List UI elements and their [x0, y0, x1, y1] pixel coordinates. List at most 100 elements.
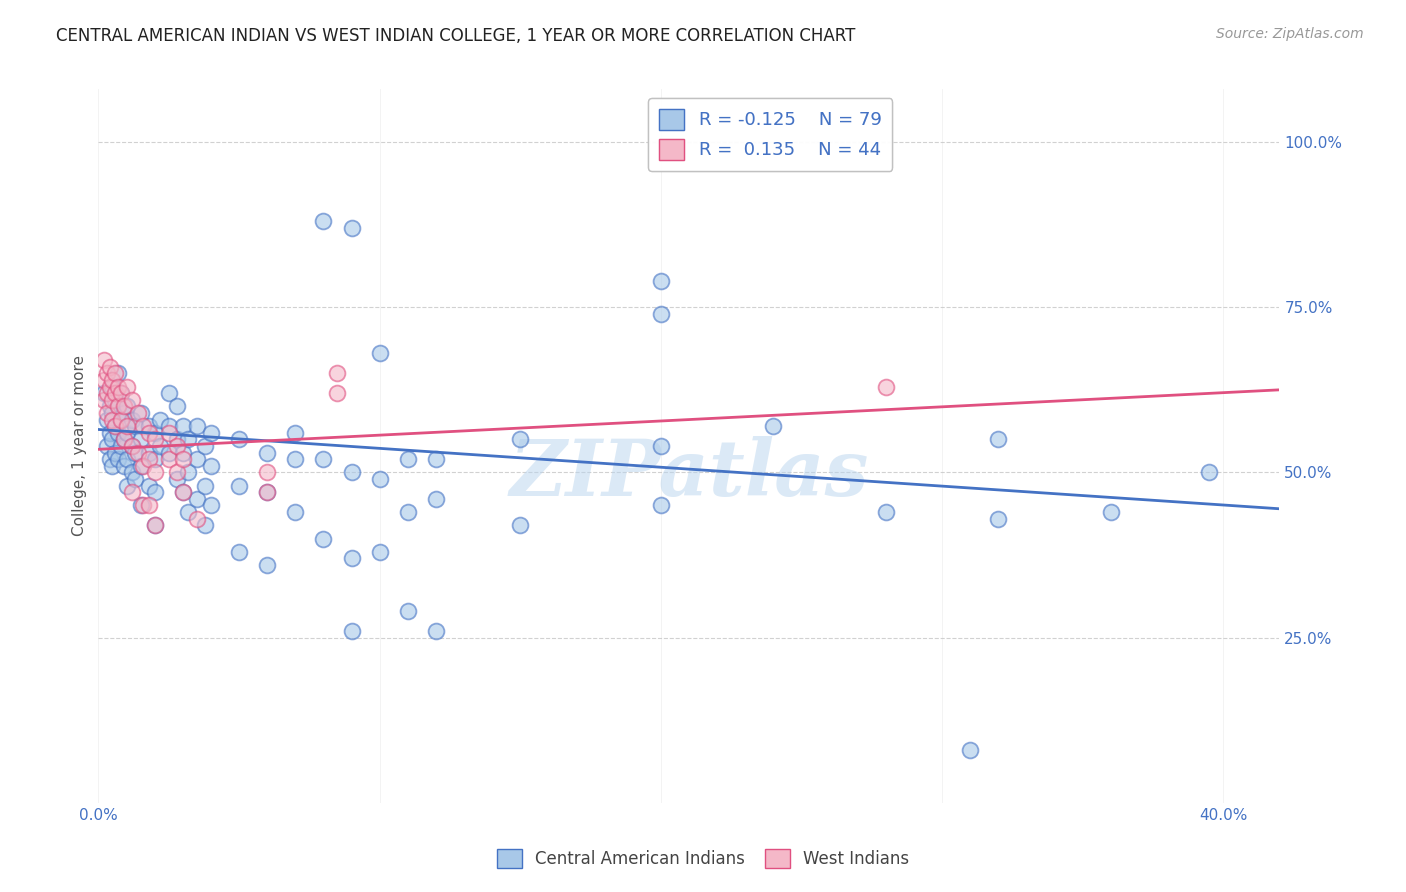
Point: [104, 419, 127, 434]
Point: [194, 439, 217, 453]
Point: [959, 743, 981, 757]
Point: [200, 425, 222, 440]
Point: [1198, 466, 1220, 480]
Point: [284, 452, 307, 467]
Legend: R = -0.125    N = 79, R =  0.135    N = 44: R = -0.125 N = 79, R = 0.135 N = 44: [648, 98, 893, 170]
Point: [166, 400, 188, 414]
Point: [177, 505, 200, 519]
Point: [228, 478, 250, 492]
Point: [93, 386, 115, 401]
Point: [312, 532, 335, 546]
Point: [875, 505, 897, 519]
Legend: Central American Indians, West Indians: Central American Indians, West Indians: [491, 842, 915, 875]
Point: [132, 499, 155, 513]
Point: [256, 466, 278, 480]
Point: [104, 445, 127, 459]
Point: [96, 439, 118, 453]
Point: [172, 485, 194, 500]
Point: [96, 386, 118, 401]
Point: [98, 452, 121, 467]
Point: [121, 439, 143, 453]
Point: [138, 419, 160, 434]
Point: [143, 433, 166, 447]
Point: [650, 439, 672, 453]
Point: [110, 386, 132, 401]
Point: [143, 518, 166, 533]
Point: [172, 485, 194, 500]
Point: [425, 624, 447, 638]
Point: [98, 425, 121, 440]
Point: [129, 458, 152, 473]
Point: [650, 499, 672, 513]
Point: [138, 452, 160, 467]
Point: [368, 346, 391, 360]
Point: [110, 412, 132, 426]
Point: [98, 359, 121, 374]
Point: [107, 379, 129, 393]
Point: [166, 439, 188, 453]
Point: [101, 458, 124, 473]
Point: [186, 452, 208, 467]
Point: [166, 472, 188, 486]
Point: [104, 367, 127, 381]
Point: [368, 472, 391, 486]
Point: [93, 373, 115, 387]
Point: [177, 433, 200, 447]
Point: [284, 505, 307, 519]
Point: [96, 367, 118, 381]
Point: [110, 386, 132, 401]
Point: [368, 545, 391, 559]
Point: [129, 433, 152, 447]
Point: [256, 558, 278, 572]
Point: [149, 412, 172, 426]
Point: [425, 452, 447, 467]
Point: [115, 379, 138, 393]
Point: [104, 392, 127, 407]
Text: CENTRAL AMERICAN INDIAN VS WEST INDIAN COLLEGE, 1 YEAR OR MORE CORRELATION CHART: CENTRAL AMERICAN INDIAN VS WEST INDIAN C…: [56, 27, 856, 45]
Point: [509, 433, 531, 447]
Point: [340, 551, 363, 566]
Point: [112, 458, 135, 473]
Point: [194, 518, 217, 533]
Point: [157, 419, 180, 434]
Point: [132, 458, 155, 473]
Point: [129, 406, 152, 420]
Y-axis label: College, 1 year or more: College, 1 year or more: [72, 356, 87, 536]
Point: [101, 433, 124, 447]
Point: [101, 392, 124, 407]
Point: [127, 406, 149, 420]
Point: [138, 499, 160, 513]
Point: [138, 478, 160, 492]
Point: [107, 367, 129, 381]
Point: [340, 466, 363, 480]
Point: [200, 499, 222, 513]
Point: [186, 419, 208, 434]
Point: [762, 419, 785, 434]
Point: [284, 425, 307, 440]
Point: [875, 379, 897, 393]
Point: [143, 485, 166, 500]
Point: [177, 466, 200, 480]
Point: [115, 400, 138, 414]
Point: [127, 445, 149, 459]
Point: [104, 386, 127, 401]
Point: [115, 425, 138, 440]
Point: [149, 439, 172, 453]
Point: [340, 221, 363, 235]
Point: [256, 485, 278, 500]
Point: [326, 386, 349, 401]
Text: Source: ZipAtlas.com: Source: ZipAtlas.com: [1216, 27, 1364, 41]
Point: [98, 400, 121, 414]
Point: [93, 353, 115, 368]
Point: [186, 491, 208, 506]
Point: [101, 412, 124, 426]
Point: [124, 472, 146, 486]
Point: [121, 439, 143, 453]
Point: [112, 406, 135, 420]
Point: [312, 452, 335, 467]
Point: [194, 478, 217, 492]
Point: [121, 466, 143, 480]
Point: [112, 433, 135, 447]
Point: [172, 452, 194, 467]
Point: [396, 505, 419, 519]
